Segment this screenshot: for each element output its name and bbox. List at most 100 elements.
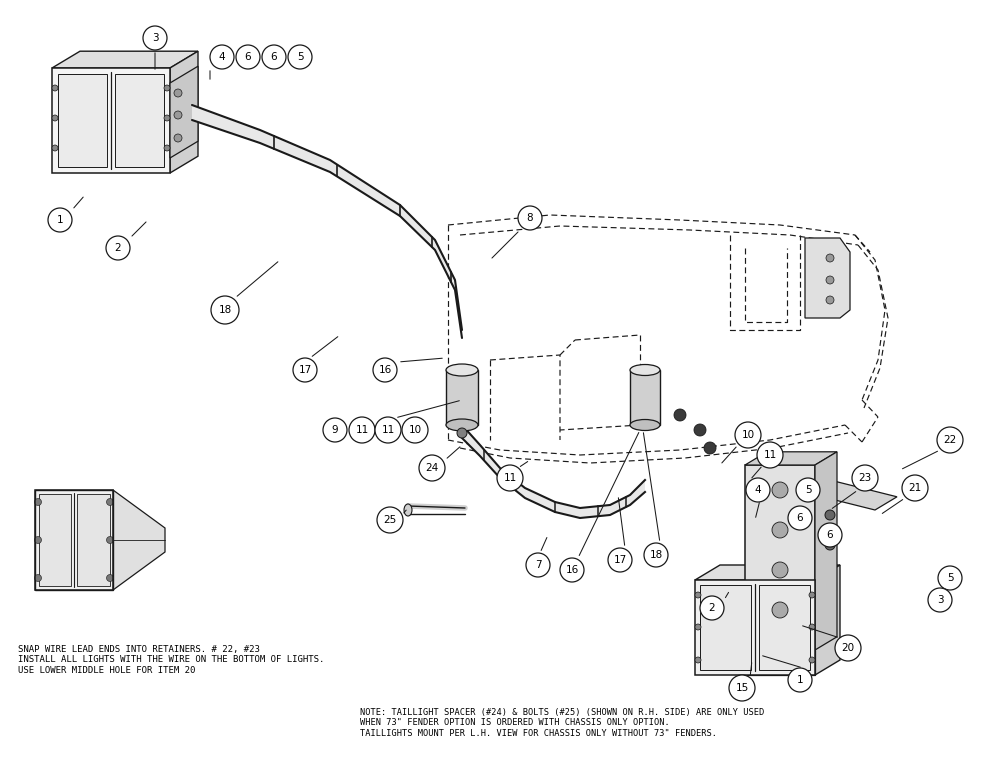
Text: 16: 16 <box>565 565 579 575</box>
Text: 11: 11 <box>763 450 777 460</box>
Circle shape <box>293 358 317 382</box>
Text: 18: 18 <box>649 550 663 560</box>
Circle shape <box>323 418 347 442</box>
Text: 20: 20 <box>841 643 855 653</box>
Polygon shape <box>805 238 850 318</box>
Circle shape <box>938 566 962 590</box>
Polygon shape <box>52 68 170 173</box>
Circle shape <box>772 482 788 498</box>
Polygon shape <box>630 370 660 425</box>
Circle shape <box>674 409 686 421</box>
Circle shape <box>695 657 701 663</box>
Circle shape <box>373 358 397 382</box>
Text: 9: 9 <box>332 425 338 435</box>
Circle shape <box>818 523 842 547</box>
Circle shape <box>52 145 58 151</box>
Polygon shape <box>113 490 165 590</box>
Circle shape <box>174 111 182 119</box>
Text: 5: 5 <box>805 485 811 495</box>
Circle shape <box>825 540 835 550</box>
Text: 10: 10 <box>408 425 422 435</box>
Circle shape <box>809 657 815 663</box>
Polygon shape <box>35 490 113 590</box>
Polygon shape <box>759 585 810 670</box>
Polygon shape <box>695 580 815 675</box>
Text: 5: 5 <box>947 573 953 583</box>
Polygon shape <box>695 565 840 580</box>
Ellipse shape <box>404 504 412 516</box>
Circle shape <box>52 115 58 121</box>
Polygon shape <box>745 452 837 465</box>
Circle shape <box>164 85 170 91</box>
Circle shape <box>835 635 861 661</box>
Ellipse shape <box>630 419 660 430</box>
Circle shape <box>729 675 755 701</box>
Text: 6: 6 <box>271 52 277 62</box>
Circle shape <box>106 536 114 543</box>
Text: SNAP WIRE LEAD ENDS INTO RETAINERS. # 22, #23
INSTALL ALL LIGHTS WITH THE WIRE O: SNAP WIRE LEAD ENDS INTO RETAINERS. # 22… <box>18 645 324 675</box>
Text: 6: 6 <box>245 52 251 62</box>
Text: 17: 17 <box>613 555 627 565</box>
Circle shape <box>349 417 375 443</box>
Circle shape <box>852 465 878 491</box>
Polygon shape <box>815 452 837 650</box>
Polygon shape <box>815 482 897 510</box>
Polygon shape <box>446 370 478 425</box>
Text: 4: 4 <box>755 485 761 495</box>
Circle shape <box>772 562 788 578</box>
Circle shape <box>143 26 167 50</box>
Polygon shape <box>58 74 107 167</box>
Circle shape <box>772 602 788 618</box>
Text: 5: 5 <box>297 52 303 62</box>
Circle shape <box>809 592 815 598</box>
Circle shape <box>174 134 182 142</box>
Text: 25: 25 <box>383 515 397 525</box>
Circle shape <box>825 510 835 520</box>
Text: 1: 1 <box>57 215 63 225</box>
Polygon shape <box>745 465 815 650</box>
Circle shape <box>826 254 834 262</box>
Text: 7: 7 <box>535 560 541 570</box>
Circle shape <box>497 465 523 491</box>
Polygon shape <box>77 494 110 586</box>
Text: 10: 10 <box>741 430 755 440</box>
Circle shape <box>928 588 952 612</box>
Polygon shape <box>192 105 462 338</box>
Circle shape <box>377 507 403 533</box>
Text: 23: 23 <box>858 473 872 483</box>
Circle shape <box>106 575 114 582</box>
Text: 15: 15 <box>735 683 749 693</box>
Circle shape <box>788 506 812 530</box>
Text: NOTE: TAILLIGHT SPACER (#24) & BOLTS (#25) (SHOWN ON R.H. SIDE) ARE ONLY USED
WH: NOTE: TAILLIGHT SPACER (#24) & BOLTS (#2… <box>360 708 764 738</box>
Circle shape <box>210 45 234 69</box>
Text: 3: 3 <box>152 33 158 43</box>
Text: 21: 21 <box>908 483 922 493</box>
Text: 6: 6 <box>827 530 833 540</box>
Circle shape <box>735 422 761 448</box>
Circle shape <box>419 455 445 481</box>
Circle shape <box>809 624 815 630</box>
Circle shape <box>772 522 788 538</box>
Circle shape <box>526 553 550 577</box>
Circle shape <box>211 296 239 324</box>
Circle shape <box>174 89 182 97</box>
Circle shape <box>746 478 770 502</box>
Circle shape <box>34 499 42 506</box>
Text: 1: 1 <box>797 675 803 685</box>
Polygon shape <box>700 585 751 670</box>
Circle shape <box>106 236 130 260</box>
Circle shape <box>518 206 542 230</box>
Circle shape <box>644 543 668 567</box>
Text: 24: 24 <box>425 463 439 473</box>
Text: 11: 11 <box>381 425 395 435</box>
Circle shape <box>52 85 58 91</box>
Text: 16: 16 <box>378 365 392 375</box>
Circle shape <box>48 208 72 232</box>
Ellipse shape <box>446 364 478 376</box>
Text: 6: 6 <box>797 513 803 523</box>
Circle shape <box>34 575 42 582</box>
Polygon shape <box>815 565 840 675</box>
Circle shape <box>694 424 706 436</box>
Circle shape <box>288 45 312 69</box>
Polygon shape <box>115 74 164 167</box>
